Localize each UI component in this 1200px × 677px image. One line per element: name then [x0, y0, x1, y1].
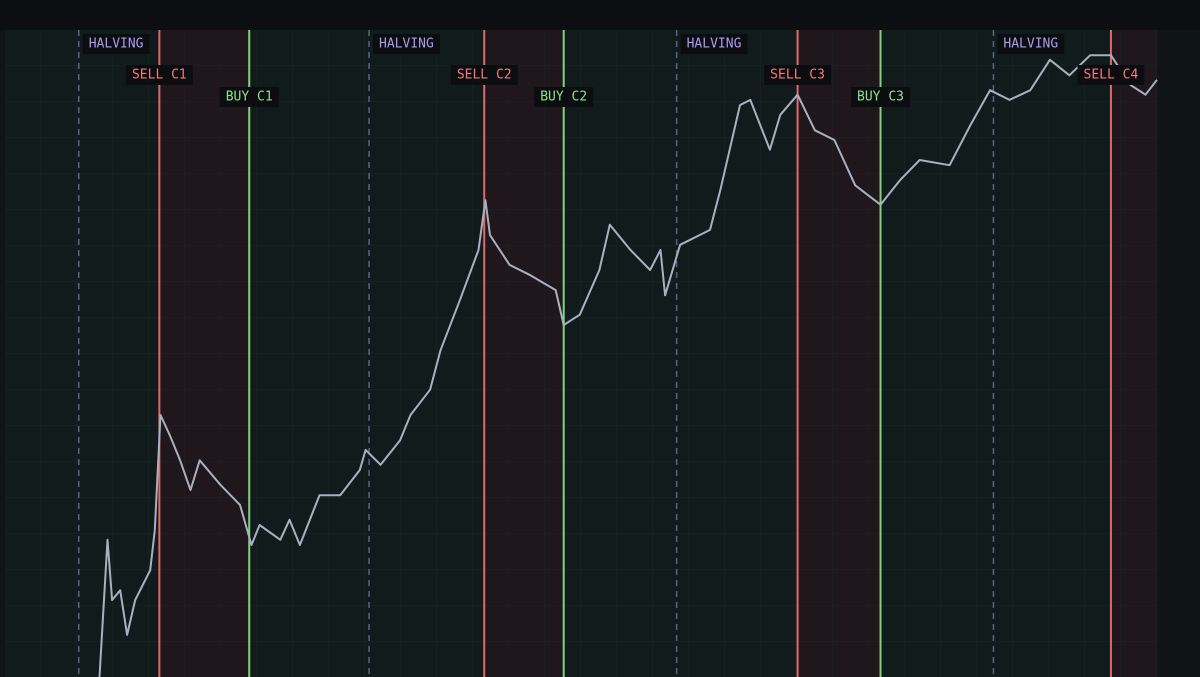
- top-bar: [0, 0, 1200, 30]
- event-label: HALVING: [997, 34, 1065, 54]
- event-label-text: HALVING: [379, 37, 434, 52]
- event-label: SELL C4: [1077, 65, 1145, 85]
- label-bg: [125, 65, 193, 85]
- event-label-text: HALVING: [687, 37, 742, 52]
- label-bg: [1077, 65, 1145, 85]
- event-label-text: SELL C4: [1084, 68, 1139, 83]
- event-label-text: SELL C1: [132, 68, 187, 83]
- event-label: SELL C3: [764, 65, 831, 85]
- event-label-text: SELL C2: [457, 68, 512, 83]
- event-label-text: SELL C3: [770, 68, 825, 83]
- event-label-text: HALVING: [1003, 37, 1058, 52]
- price-line: [98, 54, 1158, 677]
- event-label-text: HALVING: [89, 37, 144, 52]
- label-bg: [680, 34, 748, 54]
- label-bg: [851, 87, 911, 107]
- label-bg: [450, 65, 518, 85]
- event-label: BUY C2: [534, 87, 594, 107]
- label-bg: [219, 87, 279, 107]
- label-bg: [764, 65, 831, 85]
- event-label: HALVING: [82, 34, 150, 54]
- label-bg: [534, 87, 594, 107]
- event-label: BUY C1: [219, 87, 279, 107]
- event-label: SELL C2: [450, 65, 518, 85]
- event-label: HALVING: [373, 34, 440, 54]
- event-label: SELL C1: [125, 65, 193, 85]
- grid-pattern: [5, 30, 1157, 677]
- event-label-text: BUY C2: [540, 90, 587, 105]
- label-bg: [82, 34, 150, 54]
- event-label-text: BUY C1: [226, 90, 273, 105]
- label-bg: [373, 34, 440, 54]
- event-label: HALVING: [680, 34, 748, 54]
- event-label: BUY C3: [851, 87, 911, 107]
- event-label-text: BUY C3: [857, 90, 904, 105]
- label-bg: [997, 34, 1065, 54]
